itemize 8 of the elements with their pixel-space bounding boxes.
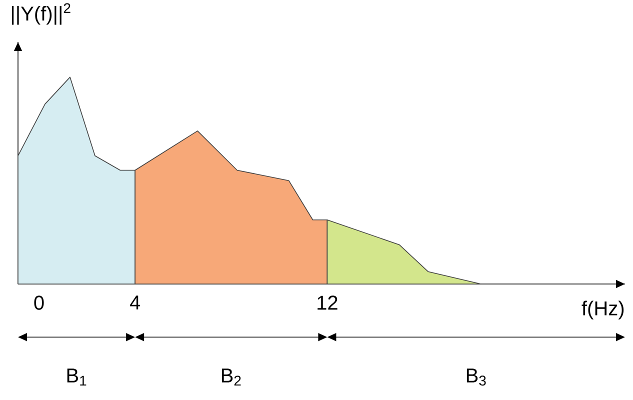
x-axis-title: f(Hz) xyxy=(582,300,624,320)
x-tick-label: 0 xyxy=(34,296,44,310)
y-axis-title: ||Y(f)||$^{2}$ xyxy=(12,3,70,25)
x-tick-label: 12 xyxy=(318,296,338,310)
x-tick-label: 4 xyxy=(130,296,140,310)
text: B$_{1}$ xyxy=(67,368,86,386)
text: B$_{2}$ xyxy=(222,368,241,386)
text: B$_{3}$ xyxy=(466,368,486,386)
